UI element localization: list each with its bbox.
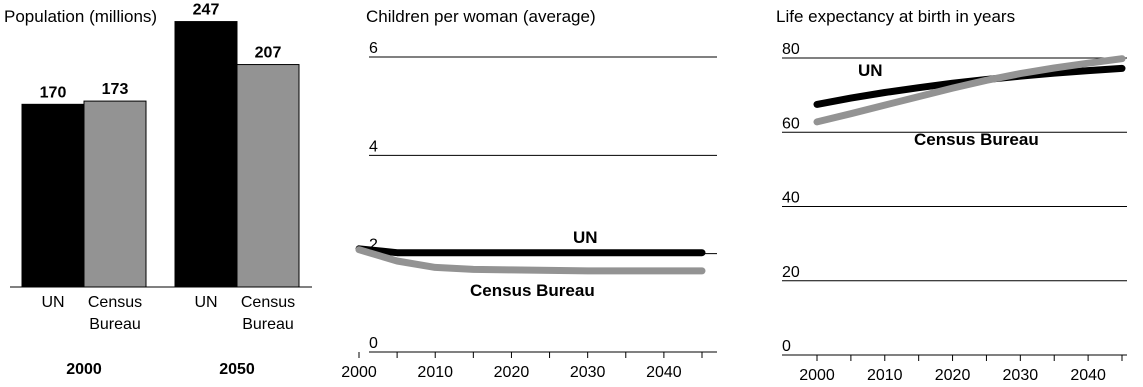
- category-label-2000-census-bureau: Census: [88, 294, 142, 311]
- bar-2050-census-bureau: [236, 64, 300, 288]
- fertility-x-tick-2040: 2040: [646, 364, 682, 381]
- bar-value-2050-census-bureau: 207: [255, 45, 282, 62]
- life-expectancy-line-census-bureau: [813, 55, 1126, 126]
- category-label-2050-un: UN: [194, 294, 217, 311]
- fertility-series-label-census-bureau: Census Bureau: [470, 281, 595, 300]
- bar-2000-census-bureau: [83, 100, 147, 288]
- fertility-chart: Children per woman (average) 0 2 4 6 2000 201…: [341, 7, 717, 381]
- bar-2050-un: [174, 21, 238, 288]
- fertility-series-label-un: UN: [573, 228, 598, 247]
- fertility-chart-title: Children per woman (average): [366, 7, 596, 26]
- life-expectancy-y-tick-80: 80: [782, 41, 800, 58]
- bar-value-2050-un: 247: [193, 2, 220, 19]
- population-chart: Population (millions) 170 UN 173 Census Bure…: [4, 2, 312, 378]
- life-expectancy-series-label-census-bureau: Census Bureau: [914, 130, 1039, 149]
- fertility-y-tick-4: 4: [369, 138, 378, 155]
- bar-2000-un: [21, 103, 85, 288]
- fertility-x-tick-2010: 2010: [417, 364, 453, 381]
- life-expectancy-x-tick-2010: 2010: [867, 367, 903, 382]
- life-expectancy-y-tick-20: 20: [782, 264, 800, 281]
- bar-value-2000-un: 170: [40, 84, 67, 101]
- fertility-x-tick-2020: 2020: [494, 364, 530, 381]
- life-expectancy-y-tick-60: 60: [782, 115, 800, 132]
- fertility-y-tick-0: 0: [369, 335, 378, 352]
- fertility-x-tick-2000: 2000: [341, 364, 377, 381]
- life-expectancy-chart-title: Life expectancy at birth in years: [776, 7, 1015, 26]
- life-expectancy-x-tick-2000: 2000: [799, 367, 835, 382]
- life-expectancy-x-tick-2020: 2020: [935, 367, 971, 382]
- fertility-line-un: [355, 245, 706, 257]
- fertility-y-tick-6: 6: [369, 40, 378, 57]
- life-expectancy-chart: Life expectancy at birth in years 020406…: [776, 7, 1127, 384]
- fertility-line-census-bureau: [355, 246, 706, 275]
- fertility-x-tick-2030: 2030: [570, 364, 606, 381]
- life-expectancy-series-label-un: UN: [858, 61, 883, 80]
- group-label-2050: 2050: [219, 361, 255, 378]
- life-expectancy-y-tick-40: 40: [782, 190, 800, 207]
- category-label-2050-census-bureau: Census: [241, 294, 295, 311]
- group-label-2000: 2000: [66, 361, 102, 378]
- life-expectancy-y-tick-0: 0: [782, 338, 791, 355]
- life-expectancy-x-tick-2030: 2030: [1003, 367, 1039, 382]
- life-expectancy-x-tick-2040: 2040: [1070, 367, 1106, 382]
- bar-value-2000-census-bureau: 173: [102, 81, 129, 98]
- category-label-2000-un: UN: [41, 294, 64, 311]
- category-label-2050-census-bureau: Bureau: [242, 316, 294, 333]
- population-chart-title: Population (millions): [4, 7, 157, 26]
- category-label-2000-census-bureau: Bureau: [89, 316, 141, 333]
- fertility-y-tick-2: 2: [369, 237, 378, 254]
